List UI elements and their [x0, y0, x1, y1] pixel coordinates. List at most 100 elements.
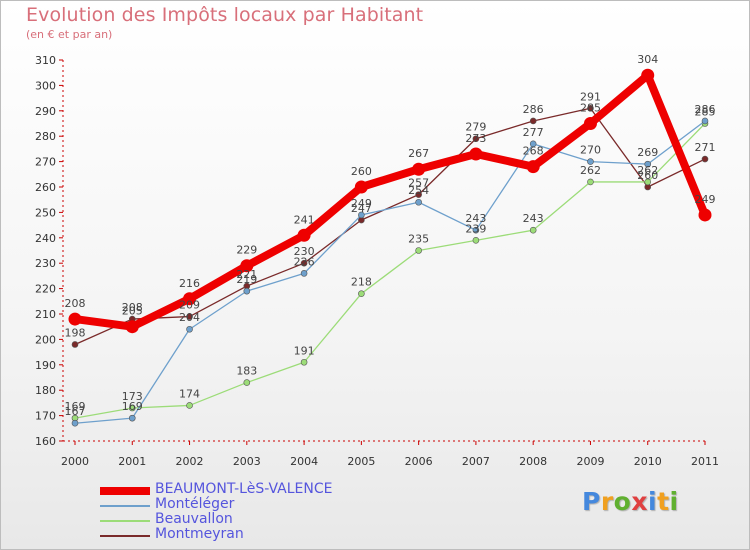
- x-tick-label: 2003: [233, 455, 261, 468]
- chart-title: Evolution des Impôts locaux par Habitant: [26, 4, 424, 26]
- data-label: 257: [408, 177, 429, 190]
- data-label: 262: [637, 164, 658, 177]
- data-label: 208: [65, 297, 86, 310]
- data-label: 286: [695, 103, 716, 116]
- data-point: [526, 160, 540, 174]
- data-point: [412, 162, 426, 176]
- data-label: 205: [122, 305, 143, 318]
- data-label: 235: [408, 233, 429, 246]
- data-point: [644, 178, 652, 186]
- data-label: 270: [580, 144, 601, 157]
- data-label: 169: [122, 400, 143, 413]
- data-point: [243, 379, 251, 386]
- x-tick-label: 2001: [118, 455, 146, 468]
- data-label: 169: [65, 400, 86, 413]
- data-label: 254: [408, 184, 429, 197]
- data-point: [469, 147, 483, 161]
- data-label: 229: [236, 244, 257, 257]
- data-point: [583, 117, 597, 130]
- legend-swatch-monteleger: [100, 505, 150, 507]
- data-point: [415, 191, 422, 198]
- data-point: [472, 226, 480, 234]
- data-point: [641, 68, 655, 82]
- y-tick-label: 200: [35, 333, 56, 346]
- logo-letter: P: [582, 487, 601, 516]
- data-label: 216: [179, 277, 200, 290]
- data-label: 221: [236, 268, 257, 281]
- data-point: [587, 104, 594, 112]
- y-tick-label: 250: [35, 206, 56, 219]
- data-point: [125, 320, 139, 334]
- legend-label-montmeyran: Montmeyran: [155, 526, 244, 542]
- series-line: [74, 122, 706, 419]
- y-tick-label: 310: [35, 54, 56, 67]
- x-tick-label: 2008: [519, 455, 547, 468]
- logo-letter: x: [631, 487, 648, 516]
- data-label: 183: [236, 365, 257, 378]
- data-label: 267: [408, 147, 429, 160]
- data-point: [472, 135, 480, 143]
- data-point: [529, 140, 537, 148]
- data-point: [243, 287, 251, 295]
- data-point: [300, 358, 308, 366]
- data-point: [587, 178, 594, 186]
- data-label: 279: [465, 121, 486, 134]
- legend-label-monteleger: Montéléger: [155, 496, 235, 512]
- data-point: [297, 228, 311, 242]
- series-line: [74, 107, 706, 346]
- logo-letter: r: [600, 487, 614, 516]
- x-tick-label: 2006: [405, 455, 433, 468]
- data-point: [300, 259, 308, 267]
- data-label: 268: [523, 145, 544, 158]
- data-label: 249: [351, 197, 372, 210]
- logo-letter: t: [657, 487, 670, 516]
- data-point: [300, 270, 308, 277]
- data-point: [358, 211, 365, 219]
- data-label: 304: [637, 53, 658, 66]
- x-tick-label: 2007: [462, 455, 490, 468]
- data-label: 204: [179, 311, 200, 324]
- y-tick-label: 240: [35, 232, 56, 245]
- y-tick-label: 230: [35, 257, 56, 270]
- data-label: 260: [351, 165, 372, 178]
- data-point: [183, 292, 197, 306]
- data-label: 273: [465, 132, 486, 145]
- data-label: 291: [580, 90, 601, 103]
- series-line: [74, 120, 706, 424]
- data-point: [529, 117, 537, 125]
- y-tick-label: 170: [35, 410, 56, 423]
- data-label: 218: [351, 276, 372, 289]
- data-point: [415, 198, 422, 206]
- data-label: 219: [236, 273, 257, 286]
- data-label: 241: [294, 213, 315, 226]
- logo-letter: i: [669, 487, 679, 516]
- data-label: 230: [294, 245, 315, 258]
- logo-letter: i: [648, 487, 658, 516]
- data-label: 286: [523, 103, 544, 116]
- data-point: [358, 290, 365, 297]
- data-label: 239: [465, 222, 486, 235]
- data-point: [587, 158, 594, 165]
- y-tick-label: 210: [35, 308, 56, 321]
- legend-label-beaumont: BEAUMONT-LèS-VALENCE: [155, 481, 333, 497]
- data-label: 247: [351, 202, 372, 215]
- series-line: [71, 71, 709, 331]
- x-tick-label: 2004: [290, 455, 318, 468]
- x-tick-label: 2010: [634, 455, 662, 468]
- y-tick-label: 220: [35, 283, 56, 296]
- legend-swatch-montmeyran: [100, 535, 150, 537]
- data-label: 277: [523, 126, 544, 139]
- y-tick-label: 180: [35, 384, 56, 397]
- data-point: [71, 419, 79, 427]
- data-point: [529, 226, 537, 234]
- y-tick-label: 160: [35, 435, 56, 448]
- x-tick-label: 2002: [176, 455, 204, 468]
- y-tick-label: 260: [35, 181, 56, 194]
- chart-subtitle: (en € et par an): [26, 28, 113, 41]
- data-point: [701, 155, 709, 163]
- data-point: [698, 208, 712, 222]
- data-point: [644, 160, 652, 168]
- data-point: [701, 117, 709, 125]
- x-tick-label: 2005: [347, 455, 375, 468]
- data-label: 243: [523, 212, 544, 225]
